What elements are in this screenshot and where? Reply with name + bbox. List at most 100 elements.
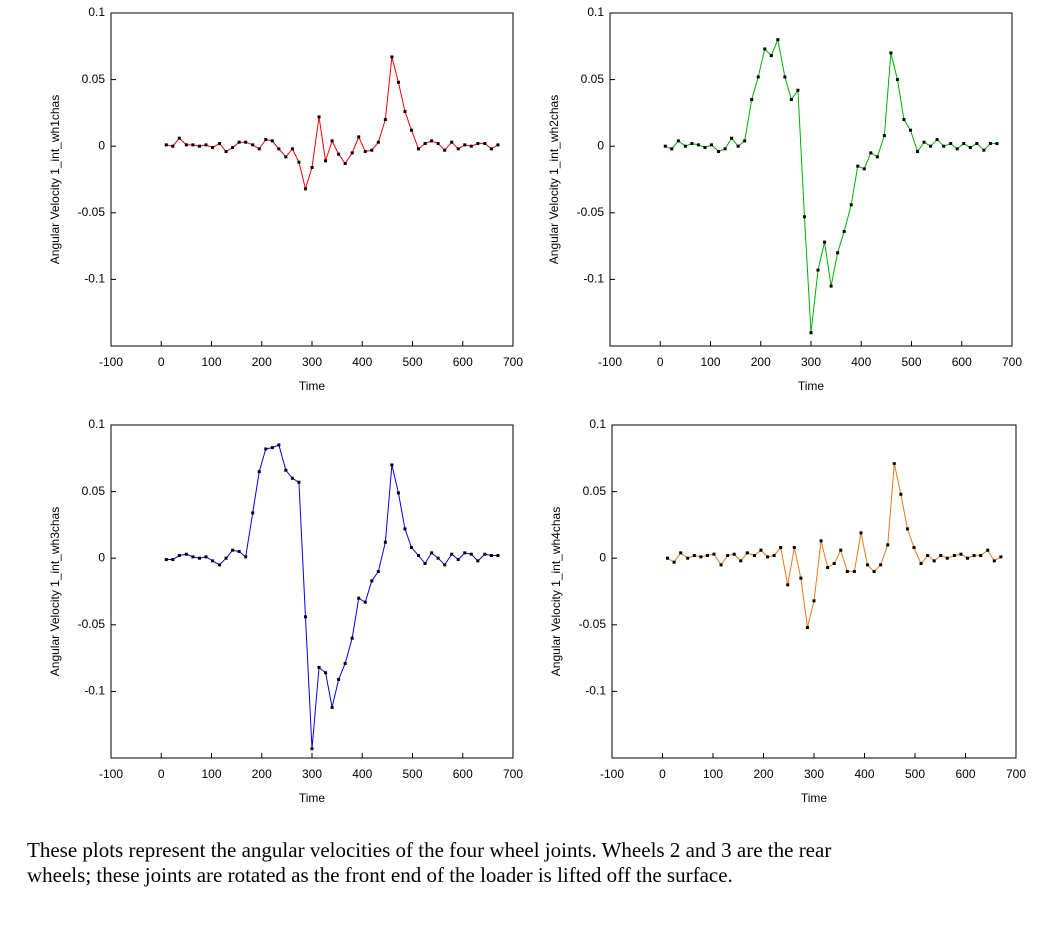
y-tick-label: 0	[599, 550, 606, 564]
data-point	[966, 556, 970, 560]
data-point	[257, 147, 261, 151]
y-tick-label: -0.05	[78, 205, 106, 219]
data-point	[184, 143, 188, 147]
data-point	[237, 140, 241, 144]
data-point	[403, 110, 407, 114]
data-point	[324, 159, 328, 163]
y-tick-label: 0.1	[88, 417, 105, 431]
data-point	[164, 143, 168, 147]
y-tick-label: -0.1	[84, 272, 105, 286]
data-point	[403, 527, 407, 531]
data-point	[712, 552, 716, 556]
x-tick-label: 700	[1002, 355, 1022, 369]
data-point	[895, 78, 899, 82]
x-tick-label: 500	[402, 355, 422, 369]
x-tick-label: 500	[402, 767, 422, 781]
data-point	[699, 555, 703, 559]
data-point	[705, 554, 709, 558]
caption: These plots represent the angular veloci…	[27, 838, 832, 887]
x-tick-label: 0	[158, 355, 165, 369]
data-point	[723, 147, 727, 151]
data-point	[483, 552, 487, 556]
data-point	[869, 151, 873, 155]
x-tick-label: 700	[1006, 767, 1026, 781]
x-tick-label: 200	[252, 767, 272, 781]
data-point	[297, 480, 301, 484]
data-point	[218, 142, 222, 146]
x-tick-label: 300	[302, 767, 322, 781]
y-tick-label: -0.1	[583, 272, 604, 286]
y-axis-label: Angular Velocity 1_int_wh2chas	[547, 95, 561, 264]
x-tick-label: 300	[801, 355, 821, 369]
data-point	[899, 492, 903, 496]
data-point	[450, 552, 454, 556]
data-point	[251, 143, 255, 147]
data-point	[324, 671, 328, 675]
data-line	[166, 56, 499, 191]
data-point	[317, 665, 321, 669]
x-tick-label: 600	[453, 767, 473, 781]
data-point	[879, 563, 883, 567]
data-point	[905, 527, 909, 531]
data-point	[417, 147, 421, 151]
data-point	[988, 142, 992, 146]
x-tick-label: -100	[99, 355, 123, 369]
data-point	[783, 75, 787, 79]
data-point	[736, 144, 740, 148]
data-point	[330, 705, 334, 709]
x-tick-label: -100	[598, 355, 622, 369]
data-point	[872, 570, 876, 574]
data-point	[463, 143, 467, 147]
data-point	[862, 167, 866, 171]
data-point	[443, 563, 447, 567]
plot-frame	[110, 424, 514, 759]
data-point	[670, 147, 674, 151]
data-point	[676, 139, 680, 143]
data-point	[171, 144, 175, 148]
data-point	[750, 98, 754, 102]
data-point	[919, 562, 923, 566]
data-point	[839, 548, 843, 552]
data-point	[191, 143, 195, 147]
x-tick-label: 0	[659, 767, 666, 781]
data-point	[769, 54, 773, 58]
data-point	[284, 155, 288, 159]
x-tick-label: 400	[352, 767, 372, 781]
y-axis-label: Angular Velocity 1_int_wh1chas	[48, 95, 62, 264]
data-point	[759, 548, 763, 552]
y-tick-label: 0.1	[587, 5, 604, 19]
data-point	[952, 554, 956, 558]
x-tick-label: 0	[158, 767, 165, 781]
data-point	[849, 203, 853, 207]
data-point	[916, 150, 920, 154]
x-tick-label: 600	[955, 767, 975, 781]
data-point	[496, 143, 500, 147]
x-tick-label: 400	[851, 355, 871, 369]
x-tick-label: 200	[751, 355, 771, 369]
data-point	[343, 661, 347, 665]
data-point	[796, 88, 800, 92]
y-axis-label: Angular Velocity 1_int_wh3chas	[48, 507, 62, 676]
data-point	[357, 135, 361, 139]
data-point	[337, 152, 341, 156]
data-point	[859, 531, 863, 535]
data-point	[756, 75, 760, 79]
data-point	[244, 140, 248, 144]
data-point	[409, 128, 413, 132]
data-point	[164, 558, 168, 562]
data-point	[792, 546, 796, 550]
data-point	[290, 476, 294, 480]
data-point	[776, 38, 780, 42]
data-point	[836, 251, 840, 255]
x-tick-label: 100	[703, 767, 723, 781]
data-point	[845, 570, 849, 574]
data-point	[766, 555, 770, 559]
data-point	[975, 142, 979, 146]
y-tick-label: 0	[98, 138, 105, 152]
data-point	[809, 331, 813, 335]
data-point	[390, 463, 394, 467]
x-tick-label: 700	[503, 767, 523, 781]
data-point	[935, 138, 939, 142]
data-point	[802, 215, 806, 219]
